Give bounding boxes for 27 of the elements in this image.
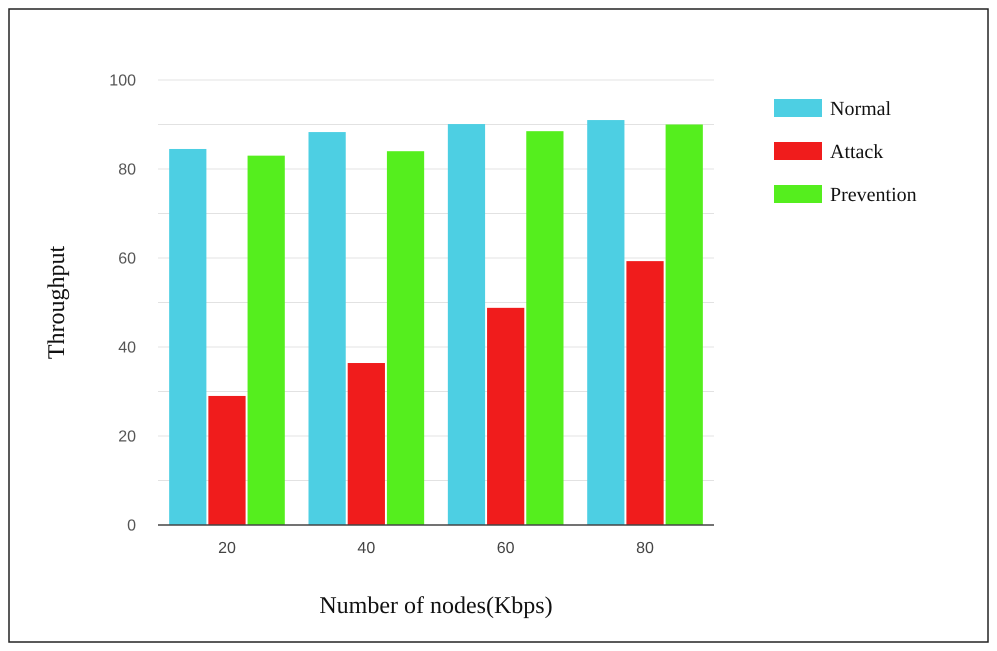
bar (666, 124, 703, 525)
bar (248, 156, 285, 525)
bar (386, 151, 424, 525)
x-tick-label: 60 (496, 540, 515, 557)
bar (626, 261, 664, 525)
legend-label: Prevention (830, 184, 917, 206)
legend-label: Attack (830, 141, 884, 163)
bar (526, 131, 564, 525)
bar (487, 308, 524, 525)
bar (208, 396, 246, 525)
bar (448, 124, 486, 525)
y-tick-label: 0 (127, 518, 136, 535)
y-tick-label: 100 (109, 72, 136, 90)
x-tick-label: 20 (218, 540, 236, 557)
y-tick-label: 60 (118, 250, 136, 268)
y-axis-title: Throughput (44, 246, 70, 360)
bar (308, 132, 346, 525)
y-tick-label: 20 (118, 428, 136, 446)
y-tick-label: 80 (118, 162, 136, 179)
x-axis-title: Number of nodes(Kbps) (319, 593, 553, 619)
y-tick-label: 40 (118, 340, 136, 357)
bar (169, 148, 206, 525)
x-tick-label: 40 (357, 540, 376, 557)
bar (348, 363, 385, 525)
legend-label: Normal (830, 98, 892, 120)
x-tick-label: 80 (636, 540, 654, 557)
bar (587, 120, 624, 525)
